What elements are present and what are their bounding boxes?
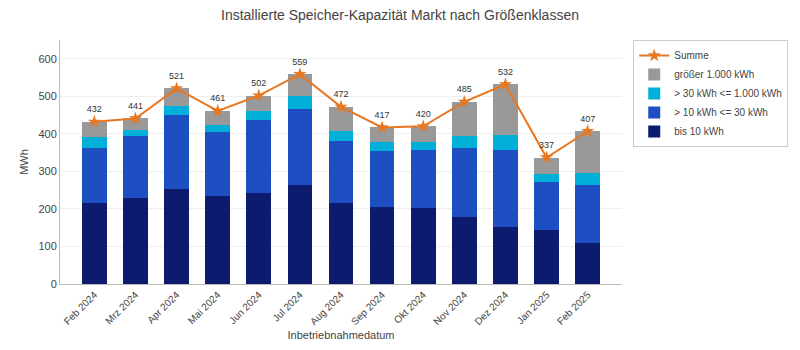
svg-text:Feb 2025: Feb 2025 [555, 289, 593, 327]
svg-text:300: 300 [38, 165, 56, 177]
svg-text:Jan 2025: Jan 2025 [515, 289, 552, 326]
svg-text:größer 1.000 kWh: größer 1.000 kWh [674, 69, 754, 80]
svg-text:Mrz 2024: Mrz 2024 [103, 289, 141, 327]
svg-text:bis 10 kWh: bis 10 kWh [674, 126, 723, 137]
svg-text:337: 337 [539, 140, 554, 150]
svg-text:502: 502 [251, 78, 266, 88]
svg-text:600: 600 [38, 53, 56, 65]
svg-text:Summe: Summe [674, 50, 709, 61]
svg-text:441: 441 [128, 101, 143, 111]
svg-text:Nov 2024: Nov 2024 [431, 289, 469, 327]
svg-text:500: 500 [38, 90, 56, 102]
svg-text:100: 100 [38, 240, 56, 252]
svg-text:407: 407 [580, 114, 595, 124]
svg-text:559: 559 [292, 57, 307, 67]
svg-text:Aug 2024: Aug 2024 [308, 289, 346, 327]
svg-text:432: 432 [87, 104, 102, 114]
svg-text:Jun 2024: Jun 2024 [227, 289, 264, 326]
svg-text:400: 400 [38, 128, 56, 140]
svg-text:> 10 kWh <= 30 kWh: > 10 kWh <= 30 kWh [674, 107, 768, 118]
svg-text:200: 200 [38, 203, 56, 215]
svg-text:Apr 2024: Apr 2024 [145, 289, 182, 326]
svg-text:Mai 2024: Mai 2024 [186, 289, 223, 326]
svg-text:417: 417 [375, 110, 390, 120]
svg-text:521: 521 [169, 71, 184, 81]
svg-text:Feb 2024: Feb 2024 [62, 289, 100, 327]
svg-text:461: 461 [210, 93, 225, 103]
svg-text:> 30 kWh <= 1.000 kWh: > 30 kWh <= 1.000 kWh [674, 88, 782, 99]
svg-text:420: 420 [416, 109, 431, 119]
svg-text:Okt 2024: Okt 2024 [392, 289, 429, 326]
svg-text:0: 0 [51, 278, 57, 290]
svg-text:MWh: MWh [18, 149, 30, 175]
svg-text:Dez 2024: Dez 2024 [472, 289, 510, 327]
svg-text:Inbetriebnahmedatum: Inbetriebnahmedatum [287, 329, 394, 341]
svg-text:532: 532 [498, 67, 513, 77]
svg-text:Sep 2024: Sep 2024 [349, 289, 387, 327]
svg-text:Jul 2024: Jul 2024 [270, 289, 305, 324]
svg-text:472: 472 [333, 89, 348, 99]
svg-text:Installierte Speicher-Kapazitä: Installierte Speicher-Kapazität Markt na… [221, 7, 579, 23]
svg-text:485: 485 [457, 84, 472, 94]
